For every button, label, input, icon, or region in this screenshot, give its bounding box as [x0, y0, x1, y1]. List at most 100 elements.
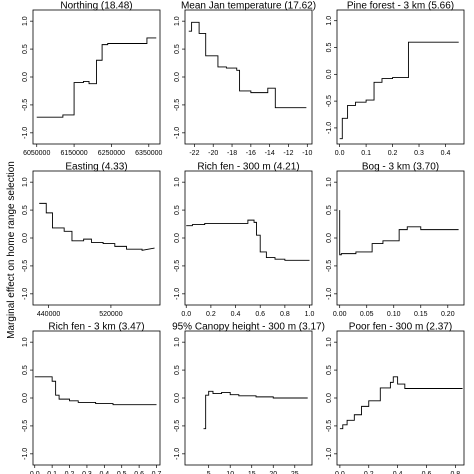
panel-7: Rich fen - 3 km (3.47) -1.0 -0.5 0.0 0.5 1.0 0…: [22, 322, 161, 474]
x-tick-label: 0.00: [333, 311, 347, 318]
x-tick-label: 0.7: [152, 471, 162, 474]
x-tick-label: 0.4: [393, 471, 403, 474]
y-tick-label: -1.0: [174, 448, 181, 460]
x-tick-label: -16: [246, 150, 256, 157]
x-tick-label: 0.3: [414, 150, 424, 157]
y-tick-label: 0.5: [174, 44, 181, 54]
x-tick-label: 6050000: [23, 150, 50, 157]
panel-title: Easting (4.33): [65, 162, 127, 173]
y-tick-label: 0.5: [326, 43, 333, 53]
x-tick-label: 15: [248, 471, 256, 474]
y-tick-label: -1.0: [22, 448, 29, 460]
series-line: [39, 202, 155, 251]
x-tick-label: 0.4: [231, 311, 241, 318]
y-tick-label: 0.5: [22, 44, 29, 54]
plot-frame: [336, 170, 465, 306]
x-tick-label: 0.6: [255, 311, 265, 318]
x-tick-label: 5: [207, 471, 211, 474]
x-tick-label: 0.1: [47, 471, 57, 474]
y-tick-label: -0.5: [174, 420, 181, 432]
x-tick-label: 0.0: [181, 311, 191, 318]
x-tick-label: 25: [291, 471, 299, 474]
y-tick-label: -0.5: [22, 99, 29, 111]
series-line: [339, 41, 459, 140]
x-tick-label: 0.15: [414, 311, 428, 318]
x-tick-label: 0.8: [450, 471, 460, 474]
y-tick-label: 0.0: [174, 233, 181, 243]
x-tick-label: 0.0: [30, 471, 40, 474]
y-tick-label: -0.5: [174, 99, 181, 111]
y-tick-label: 0.0: [326, 233, 333, 243]
y-tick-label: -1.0: [326, 122, 333, 134]
y-tick-label: -1.0: [326, 448, 333, 460]
y-tick-label: 1.0: [326, 177, 333, 187]
series-line: [34, 376, 157, 406]
x-tick-label: -10: [302, 150, 312, 157]
y-tick-label: 0.0: [326, 393, 333, 403]
panel-4: Easting (4.33) -1.0 -0.5 0.0 0.5 1.0 440000 520…: [22, 162, 161, 318]
x-tick-label: 0.0: [335, 471, 345, 474]
y-tick-label: 0.5: [174, 365, 181, 375]
y-tick-label: -1.0: [22, 288, 29, 300]
panel-title: Northing (18.48): [60, 1, 132, 12]
y-tick-label: -1.0: [22, 127, 29, 139]
plot-frame: [184, 170, 313, 306]
panel-9: Poor fen - 300 m (2.37) -1.0 -0.5 0.0 0.5 1.0…: [326, 322, 465, 474]
plot-frame: [32, 170, 161, 306]
plot-frame: [336, 9, 465, 145]
y-tick-label: 0.0: [174, 393, 181, 403]
y-tick-label: -0.5: [174, 260, 181, 272]
panel-2: Mean Jan temperature (17.62) -1.0 -0.5 0.0 0…: [174, 1, 316, 158]
y-tick-label: -0.5: [22, 260, 29, 272]
plot-frame: [32, 330, 161, 466]
x-tick-label: 6250000: [98, 150, 125, 157]
x-tick-label: 0.05: [360, 311, 374, 318]
y-tick-label: -0.5: [22, 420, 29, 432]
y-tick-label: 0.0: [22, 393, 29, 403]
x-tick-label: 0.6: [134, 471, 144, 474]
x-tick-label: -14: [265, 150, 275, 157]
panel-title: Pine forest - 3 km (5.66): [347, 1, 454, 12]
y-axis-label: Marginal effect on home range selection: [6, 161, 17, 339]
x-tick-label: 0.2: [388, 150, 398, 157]
x-tick-label: 0.3: [82, 471, 92, 474]
x-tick-label: 0.2: [206, 311, 216, 318]
x-tick-label: 0.10: [387, 311, 401, 318]
x-tick-label: 0.5: [117, 471, 127, 474]
x-tick-label: 20: [269, 471, 277, 474]
x-tick-label: 6150000: [60, 150, 87, 157]
y-tick-label: 0.5: [326, 365, 333, 375]
x-tick-label: -22: [189, 150, 199, 157]
panel-title: Mean Jan temperature (17.62): [181, 1, 316, 12]
x-tick-label: 520000: [99, 311, 122, 318]
y-tick-label: -0.5: [326, 260, 333, 272]
series-line: [186, 219, 310, 261]
x-tick-label: 0.4: [99, 471, 109, 474]
panel-8: 95% Canopy height - 300 m (3.17) -1.0 -0.5…: [172, 322, 325, 474]
x-tick-label: 0.20: [441, 311, 455, 318]
x-tick-label: -12: [283, 150, 293, 157]
y-tick-label: -0.5: [326, 95, 333, 107]
y-tick-label: 1.0: [326, 16, 333, 26]
y-tick-label: 1.0: [174, 177, 181, 187]
y-tick-label: 0.5: [174, 205, 181, 215]
panel-title: 95% Canopy height - 300 m (3.17): [172, 322, 325, 333]
x-tick-label: 0.2: [364, 471, 374, 474]
panel-6: Bog - 3 km (3.70) -1.0 -0.5 0.0 0.5 1.0 0.00 0.…: [326, 162, 465, 318]
x-tick-label: -20: [208, 150, 218, 157]
series-line: [188, 21, 307, 109]
x-tick-label: 6350000: [135, 150, 162, 157]
plot-frame: [184, 9, 313, 145]
y-tick-label: 0.0: [22, 233, 29, 243]
panel-grid: Northing (18.48) -1.0 -0.5 0.0 0.5 1.0 6050000…: [22, 1, 465, 474]
y-tick-label: 1.0: [22, 337, 29, 347]
panel-1: Northing (18.48) -1.0 -0.5 0.0 0.5 1.0 6050000…: [22, 1, 163, 158]
y-tick-label: 0.5: [22, 365, 29, 375]
y-tick-label: 1.0: [326, 337, 333, 347]
y-tick-label: -1.0: [174, 288, 181, 300]
x-tick-label: 0.1: [361, 150, 371, 157]
y-tick-label: 0.5: [326, 205, 333, 215]
y-tick-label: -1.0: [326, 288, 333, 300]
y-tick-label: 0.5: [22, 205, 29, 215]
